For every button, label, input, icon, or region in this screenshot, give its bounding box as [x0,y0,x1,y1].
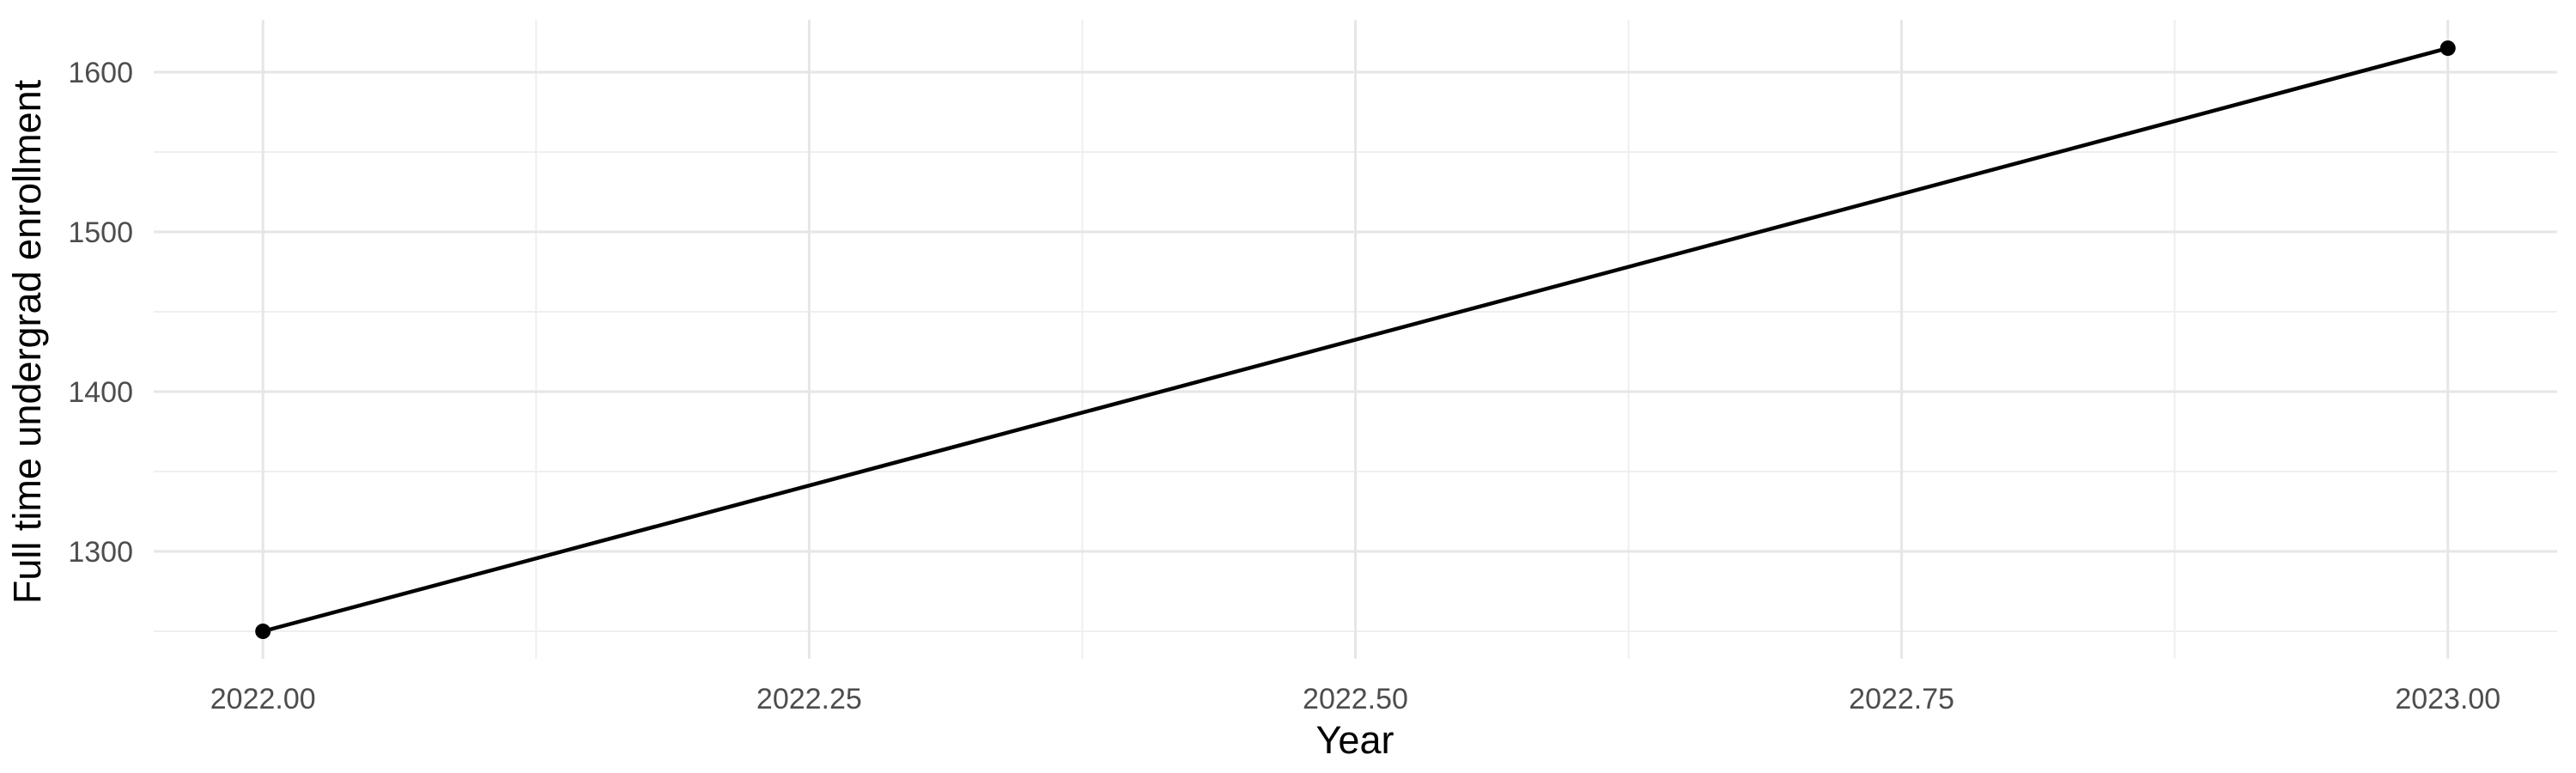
data-point [2439,40,2456,57]
x-tick-label: 2022.50 [1303,683,1408,715]
y-axis-title: Full time undergrad enrollment [5,79,49,604]
enrollment-trend-line [262,46,2449,634]
major-gridlines [154,20,2557,659]
data-point [255,624,271,640]
y-axis-tick-labels: 1300 1400 1500 1600 [68,57,133,569]
x-axis-title: Year [1316,718,1394,762]
y-tick-label: 1500 [68,216,133,249]
x-tick-label: 2022.00 [210,683,316,715]
y-tick-label: 1600 [68,57,133,89]
y-tick-label: 1300 [68,536,133,569]
data-series [255,40,2456,640]
y-tick-label: 1400 [68,376,133,409]
x-tick-label: 2022.25 [756,683,862,715]
x-tick-label: 2022.75 [1849,683,1954,715]
x-axis-tick-labels: 2022.00 2022.25 2022.50 2022.75 2023.00 [210,683,2500,715]
x-tick-label: 2023.00 [2395,683,2500,715]
